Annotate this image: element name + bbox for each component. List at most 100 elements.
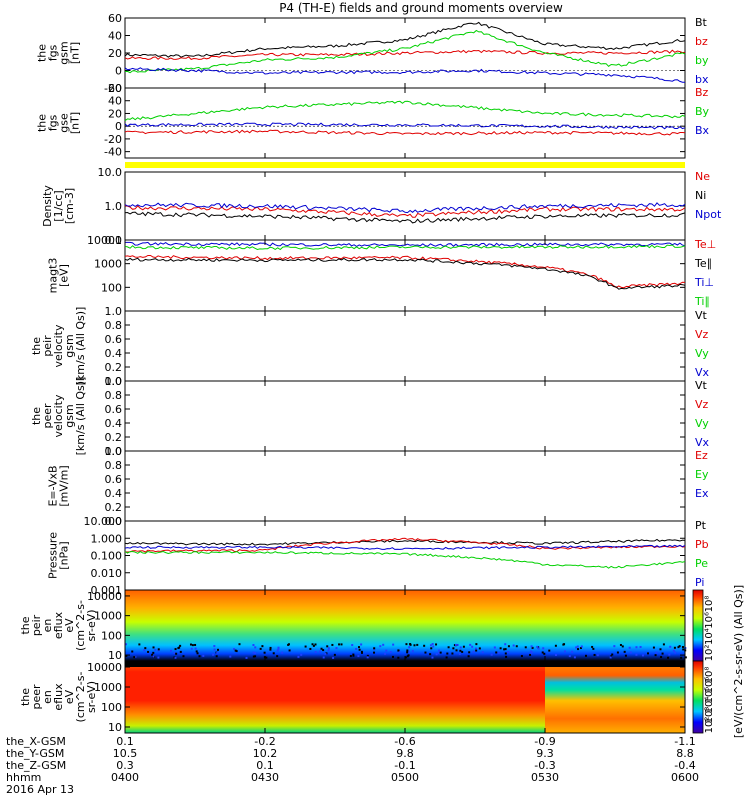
y-tick-label: 1.000 bbox=[91, 532, 123, 545]
spectrogram-noise-pixel bbox=[431, 656, 434, 659]
spectrogram-noise-pixel bbox=[358, 646, 361, 649]
spectrogram-noise-pixel bbox=[182, 655, 185, 658]
y-axis-label: magt3[eV] bbox=[47, 258, 71, 294]
spectrogram-noise-pixel bbox=[360, 650, 363, 653]
spectrogram-noise-pixel bbox=[406, 649, 409, 652]
spectrogram-noise-pixel bbox=[175, 652, 178, 655]
spectrogram-noise-pixel bbox=[382, 643, 385, 646]
y-axis-label-line: (cm^2-s- bbox=[74, 600, 87, 651]
spectrogram-noise-pixel bbox=[667, 656, 670, 659]
y-axis-label-line: [nT] bbox=[69, 42, 82, 64]
spectrogram-noise-pixel bbox=[351, 644, 354, 647]
spectrogram-noise-pixel bbox=[537, 647, 540, 650]
spectrogram-noise-pixel bbox=[357, 655, 360, 658]
spectrogram-noise-pixel bbox=[411, 650, 414, 653]
spectrogram-noise-pixel bbox=[530, 645, 533, 648]
spectrogram-noise-pixel bbox=[269, 646, 272, 649]
panels: 6040200-20thefgsgsm[nT]Btbzbybx6040200-2… bbox=[19, 12, 745, 738]
y-tick-label: 1.0 bbox=[105, 375, 123, 388]
spectrogram-noise-pixel bbox=[461, 650, 464, 653]
spectrogram-noise-pixel bbox=[194, 647, 197, 650]
y-axis-label: Density[1/cc][cm-3] bbox=[41, 185, 76, 227]
spectrogram-noise-pixel bbox=[431, 643, 434, 646]
spectrogram-noise-pixel bbox=[471, 645, 474, 648]
spectrogram-noise-pixel bbox=[493, 646, 496, 649]
spectrogram-noise-pixel bbox=[524, 646, 527, 649]
spectrogram-noise-pixel bbox=[413, 644, 416, 647]
spectrogram-noise-pixel bbox=[157, 648, 160, 651]
colorbar-label: [eV/(cm^2-s-sr-eV) (All Qs)] bbox=[732, 585, 745, 738]
spectrogram-noise-pixel bbox=[592, 647, 595, 650]
spectrogram-noise-pixel bbox=[332, 656, 335, 659]
spectrogram-noise-pixel bbox=[281, 651, 284, 654]
y-tick-label: 0.2 bbox=[105, 431, 123, 444]
spectrogram-noise-pixel bbox=[397, 656, 400, 659]
spectrogram-noise-pixel bbox=[277, 647, 280, 650]
y-axis-label-line: the bbox=[19, 688, 32, 706]
y-tick-label: 1000 bbox=[94, 258, 122, 271]
spectrogram-noise-pixel bbox=[373, 651, 376, 654]
y-axis-label-line: the bbox=[19, 616, 32, 634]
spectrogram-noise-pixel bbox=[408, 646, 411, 649]
spectrogram-noise-pixel bbox=[512, 644, 515, 647]
quality-flag-bar bbox=[125, 162, 685, 168]
spectrogram-noise-pixel bbox=[591, 645, 594, 648]
y-axis-label-line: [nT] bbox=[69, 112, 82, 134]
spectrogram-noise-pixel bbox=[613, 645, 616, 648]
legend-entry: Pt bbox=[695, 519, 707, 532]
legend-entry: Bx bbox=[695, 124, 710, 137]
spectrogram-noise-pixel bbox=[438, 649, 441, 652]
y-tick-label: -20 bbox=[104, 82, 122, 95]
spectrogram-noise-pixel bbox=[621, 645, 624, 648]
spectrogram-noise-pixel bbox=[143, 649, 146, 652]
spectrogram-noise-pixel bbox=[596, 654, 599, 657]
y-axis-label-line: [cm-3] bbox=[63, 188, 76, 224]
spectrogram-noise-pixel bbox=[439, 651, 442, 654]
spectrogram-noise-pixel bbox=[468, 651, 471, 654]
panel-frame bbox=[124, 520, 686, 591]
legend-entry: by bbox=[695, 54, 709, 67]
panel-peer_velocity: 1.00.80.60.40.20.0thepeervelocitygsm[km/… bbox=[30, 375, 710, 458]
legend-entry: Ti∥ bbox=[694, 295, 710, 308]
y-axis-label: thepeirenefluxeV(cm^2-s-sr-eV) bbox=[19, 600, 98, 651]
y-axis-label-line: eV bbox=[63, 689, 76, 704]
y-axis-label: thepeerenefluxeV(cm^2-s-sr-eV) bbox=[19, 672, 98, 723]
spectrogram-noise-pixel bbox=[379, 645, 382, 648]
spectrogram-noise-pixel bbox=[654, 654, 657, 657]
series-line-bx bbox=[124, 67, 686, 83]
spectrogram-noise-pixel bbox=[424, 651, 427, 654]
spectrogram-noise-pixel bbox=[338, 643, 341, 646]
spectrogram-noise-pixel bbox=[318, 650, 321, 653]
spectrogram-noise-pixel bbox=[125, 654, 128, 657]
y-axis-label-line: [mV/m] bbox=[58, 465, 71, 506]
series-line-Pt bbox=[124, 538, 686, 546]
spectrogram-noise-pixel bbox=[259, 647, 262, 650]
y-tick-label: 1000 bbox=[94, 610, 122, 623]
spectrogram-noise-pixel bbox=[409, 643, 412, 646]
series-line-By bbox=[124, 100, 686, 122]
footer-value-z: -0.3 bbox=[534, 759, 555, 772]
y-tick-label: 0.6 bbox=[105, 333, 123, 346]
spectrogram-noise-pixel bbox=[593, 653, 596, 656]
y-axis-label-line: the bbox=[36, 114, 49, 132]
y-tick-label: 20 bbox=[108, 107, 122, 120]
y-tick-label: 1.0 bbox=[105, 305, 123, 318]
series-line-Te∥ bbox=[124, 257, 686, 290]
footer-value-t: 0530 bbox=[531, 771, 559, 784]
spectrogram-noise-pixel bbox=[349, 655, 352, 658]
spectrogram-noise-pixel bbox=[430, 647, 433, 650]
spectrogram-noise-pixel bbox=[647, 652, 650, 655]
y-axis-label-line: magt3 bbox=[47, 258, 60, 294]
footer-value-x: -0.9 bbox=[534, 735, 555, 748]
spectrogram-noise-pixel bbox=[324, 652, 327, 655]
y-axis-label-line: Density bbox=[41, 185, 54, 227]
colorbar-tick-label: 10⁵ bbox=[704, 687, 715, 704]
y-axis-label-line: peer bbox=[30, 684, 43, 710]
spectrogram-noise-pixel bbox=[662, 643, 665, 646]
footer-value-y: 9.3 bbox=[536, 747, 554, 760]
spectrogram-noise-pixel bbox=[531, 646, 534, 649]
spectrogram-noise-pixel bbox=[579, 647, 582, 650]
